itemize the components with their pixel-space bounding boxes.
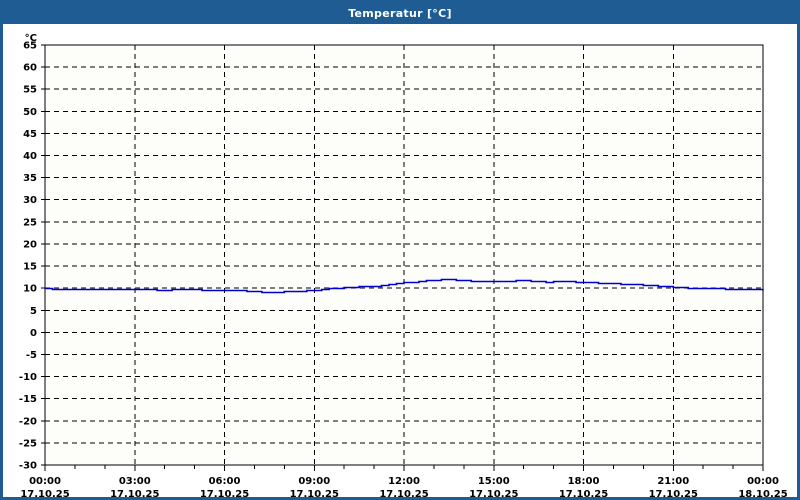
x-axis-tick-labels: 00:00 17.10.25 03:00 17.10.25 06:00 17.10.25 0… xyxy=(20,476,787,497)
series-path xyxy=(45,278,764,294)
x-tick-date-label: 17.10.25 xyxy=(110,489,159,497)
horizontal-gridlines xyxy=(45,66,763,444)
temperature-series-line xyxy=(45,278,764,294)
y-tick-label: 20 xyxy=(23,239,37,250)
x-tick-time-label: 09:00 xyxy=(298,476,330,487)
y-tick-label: 35 xyxy=(23,173,37,184)
y-tick-label: 40 xyxy=(23,151,37,162)
x-tick-date-label: 17.10.25 xyxy=(559,489,608,497)
x-tick-date-label: 17.10.25 xyxy=(20,489,69,497)
y-axis-unit-label: °C xyxy=(25,33,37,44)
x-tick-time-label: 12:00 xyxy=(388,476,420,487)
y-axis-tick-labels: 65605550454035302520151050-5-10-15-20-25… xyxy=(19,41,37,472)
y-tick-label: 0 xyxy=(30,328,37,339)
x-tick-time-label: 00:00 xyxy=(29,476,61,487)
y-tick-label: 65 xyxy=(23,41,37,52)
x-tick-time-label: 15:00 xyxy=(478,476,510,487)
y-tick-label: 45 xyxy=(23,129,37,140)
y-tick-label: 15 xyxy=(23,262,37,273)
y-tick-label: 50 xyxy=(23,107,37,118)
page-title: Temperatur [°C] xyxy=(348,7,452,20)
y-tick-label: -30 xyxy=(19,461,37,472)
x-tick-time-label: 00:00 xyxy=(747,476,779,487)
x-tick-date-label: 18.10.25 xyxy=(738,489,787,497)
unit-label: °C xyxy=(25,33,37,44)
y-tick-label: 55 xyxy=(23,85,37,96)
temperature-line-chart: 65605550454035302520151050-5-10-15-20-25… xyxy=(19,33,788,497)
y-tick-label: -10 xyxy=(19,372,37,383)
x-tick-date-label: 17.10.25 xyxy=(469,489,518,497)
y-tick-label: 60 xyxy=(23,63,37,74)
y-tick-label: 10 xyxy=(23,284,37,295)
vertical-gridlines xyxy=(134,45,674,465)
x-tick-time-label: 06:00 xyxy=(209,476,241,487)
y-tick-label: -15 xyxy=(19,394,37,405)
x-tick-date-label: 17.10.25 xyxy=(290,489,339,497)
x-tick-time-label: 21:00 xyxy=(657,476,689,487)
x-tick-date-label: 17.10.25 xyxy=(649,489,698,497)
chart-canvas: 65 60 55 50 45 40 35 30 25 20 15 10 5 0 -5 -10 -15 -20 -25… xyxy=(3,24,797,497)
y-tick-label: -20 xyxy=(19,416,37,427)
y-axis-ticks xyxy=(41,44,45,466)
x-axis-ticks xyxy=(44,465,764,471)
x-tick-date-label: 17.10.25 xyxy=(200,489,249,497)
y-tick-label: -5 xyxy=(26,350,37,361)
x-tick-date-label: 17.10.25 xyxy=(379,489,428,497)
x-tick-time-label: 18:00 xyxy=(568,476,600,487)
window-title-bar: Temperatur [°C] xyxy=(3,3,797,24)
y-tick-label: 30 xyxy=(23,195,37,206)
y-tick-label: 5 xyxy=(30,306,37,317)
x-tick-time-label: 03:00 xyxy=(119,476,151,487)
y-tick-label: 25 xyxy=(23,217,37,228)
y-tick-label: -25 xyxy=(19,438,37,449)
